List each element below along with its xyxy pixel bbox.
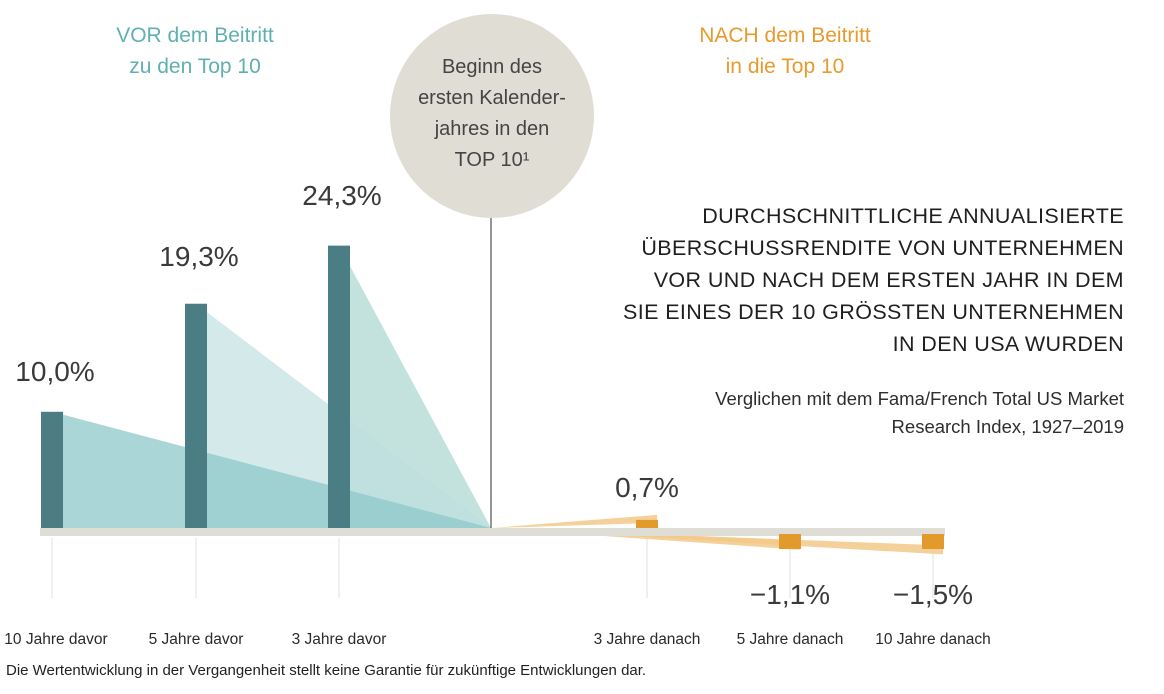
join-circle <box>390 14 594 218</box>
chart-subtitle: Verglichen mit dem Fama/French Total US … <box>504 385 1124 441</box>
category-label-2: 5 Jahre davor <box>149 631 244 648</box>
category-label-3: 3 Jahre davor <box>292 631 387 648</box>
data-label-6: −1,5% <box>893 579 973 610</box>
title-line-2: ÜBERSCHUSSRENDITE VON UNTERNEHMEN <box>641 236 1124 260</box>
chart-title: DURCHSCHNITTLICHE ANNUALISIERTE ÜBERSCHU… <box>504 200 1124 360</box>
bar-6 <box>922 534 944 549</box>
category-label-1: 10 Jahre davor <box>4 631 107 648</box>
data-label-4: 0,7% <box>615 472 679 503</box>
header-after-line-1: NACH dem Beitritt <box>699 24 871 47</box>
category-label-6: 10 Jahre danach <box>875 631 990 648</box>
title-line-3: VOR UND NACH DEM ERSTEN JAHR IN DEM <box>653 268 1124 292</box>
circle-label-line-4: TOP 10¹ <box>454 149 530 171</box>
data-label-3: 24,3% <box>302 180 381 211</box>
header-before-joining: VOR dem Beitritt zu den Top 10 <box>90 20 300 82</box>
circle-label-line-2: ersten Kalender- <box>418 87 566 109</box>
subtitle-line-1: Verglichen mit dem Fama/French Total US … <box>715 388 1124 409</box>
data-label-1: 10,0% <box>15 356 94 387</box>
header-before-line-2: zu den Top 10 <box>129 55 261 78</box>
bar-3 <box>328 245 350 528</box>
fan-before-1 <box>52 411 491 528</box>
bar-1 <box>41 411 63 528</box>
header-before-line-1: VOR dem Beitritt <box>116 24 274 47</box>
subtitle-line-2: Research Index, 1927–2019 <box>891 416 1124 437</box>
bar-4 <box>636 519 658 528</box>
category-label-5: 5 Jahre danach <box>737 631 844 648</box>
title-line-1: DURCHSCHNITTLICHE ANNUALISIERTE <box>702 204 1124 228</box>
baseline <box>40 528 945 536</box>
title-line-4: SIE EINES DER 10 GRÖSSTEN UNTERNEHMEN <box>622 300 1124 324</box>
circle-label: Beginn des ersten Kalender- jahres in de… <box>402 52 582 176</box>
bar-2 <box>185 303 207 528</box>
fan-after-1 <box>491 514 657 528</box>
header-after-line-2: in die Top 10 <box>725 55 845 78</box>
footnote: Die Wertentwicklung in der Vergangenheit… <box>6 662 647 679</box>
bar-5 <box>779 534 801 549</box>
category-label-4: 3 Jahre danach <box>594 631 701 648</box>
circle-label-line-1: Beginn des <box>441 56 543 78</box>
data-label-2: 19,3% <box>159 241 238 272</box>
title-line-5: IN DEN USA WURDEN <box>892 332 1124 356</box>
circle-label-line-3: jahres in den <box>434 118 550 140</box>
data-label-5: −1,1% <box>750 579 830 610</box>
header-after-joining: NACH dem Beitritt in die Top 10 <box>670 20 900 82</box>
